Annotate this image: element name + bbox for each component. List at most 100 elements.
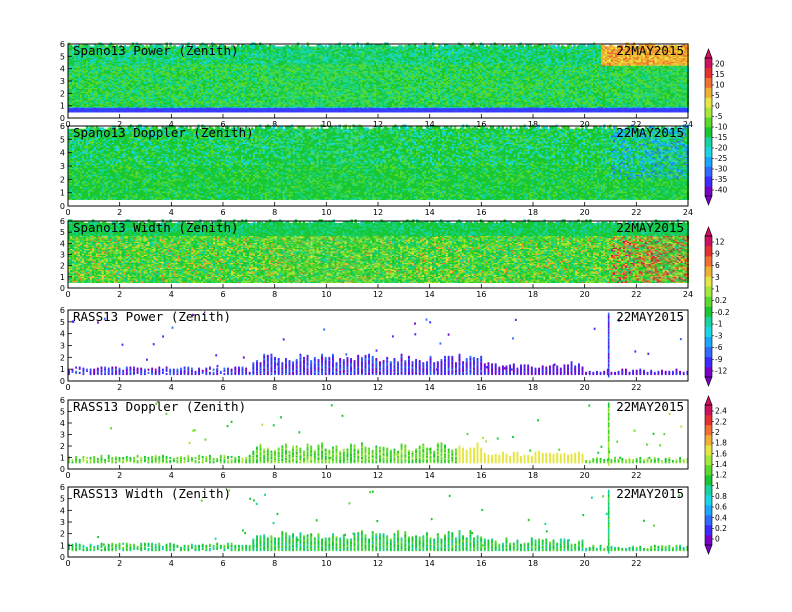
heatmap-cell xyxy=(83,99,87,103)
heatmap-cell xyxy=(72,87,75,91)
heatmap-cell xyxy=(79,106,83,109)
heatmap-cell xyxy=(95,46,99,49)
heatmap-cell xyxy=(109,94,113,97)
heatmap-cell xyxy=(93,61,97,65)
heatmap-cell xyxy=(93,52,97,56)
heatmap-cell xyxy=(109,65,113,69)
heatmap-cell xyxy=(95,93,99,96)
heatmap-cell xyxy=(89,65,93,69)
heatmap-cell xyxy=(119,61,123,65)
heatmap-cell xyxy=(103,93,107,96)
heatmap-cell xyxy=(109,71,113,74)
heatmap-cell xyxy=(77,46,81,49)
heatmap-cell xyxy=(97,93,101,96)
heatmap-cell xyxy=(105,61,109,65)
heatmap-cell xyxy=(68,61,71,65)
heatmap-cell xyxy=(123,93,127,96)
heatmap-cell xyxy=(87,94,91,97)
heatmap-cell xyxy=(74,106,77,109)
heatmap-cell xyxy=(79,86,83,90)
heatmap-cell xyxy=(115,71,119,74)
heatmap-cell xyxy=(117,84,121,87)
heatmap-cell xyxy=(121,46,125,49)
heatmap-cell xyxy=(83,61,87,65)
heatmap-cell xyxy=(85,87,89,91)
heatmap-cell xyxy=(113,61,117,65)
heatmap-cell xyxy=(121,72,125,75)
heatmap-cell xyxy=(99,77,103,81)
heatmap-cell xyxy=(93,43,97,47)
heatmap-cell xyxy=(101,61,105,65)
heatmap-cell xyxy=(115,52,119,56)
heatmap-cell xyxy=(77,99,81,103)
heatmap-cell xyxy=(81,61,85,65)
heatmap-cell xyxy=(87,99,91,103)
heatmap-cell xyxy=(119,72,123,75)
heatmap-cell xyxy=(103,99,107,103)
heatmap-cell xyxy=(95,77,99,81)
heatmap-cell xyxy=(77,106,81,109)
heatmap-cell xyxy=(68,93,71,96)
heatmap-cell xyxy=(70,72,73,75)
heatmap-cell xyxy=(97,77,101,81)
heatmap-cell xyxy=(76,93,79,96)
heatmap-cell xyxy=(95,87,99,91)
heatmap-cell xyxy=(107,106,111,109)
heatmap-cell xyxy=(101,93,105,96)
heatmap-cell xyxy=(72,65,75,69)
heatmap-cell xyxy=(121,84,125,87)
heatmap-cell xyxy=(74,94,77,97)
heatmap-cell xyxy=(99,84,103,87)
heatmap-cell xyxy=(113,100,117,104)
heatmap-cell xyxy=(85,99,89,103)
heatmap-cell xyxy=(109,93,113,96)
heatmap-cell xyxy=(95,84,99,87)
heatmap-cell xyxy=(103,87,107,91)
heatmap-cell xyxy=(95,99,99,103)
heatmap-cell xyxy=(103,94,107,97)
heatmap-cell xyxy=(70,86,73,90)
heatmap-cell xyxy=(107,84,111,87)
heatmap-cell xyxy=(123,78,127,82)
heatmap-cell xyxy=(76,99,79,103)
heatmap-cell xyxy=(76,78,79,82)
heatmap-cell xyxy=(85,43,89,47)
heatmap-cell xyxy=(89,72,93,75)
heatmap-cell xyxy=(83,84,87,87)
heatmap-cell xyxy=(109,106,113,109)
heatmap-cell xyxy=(74,61,77,65)
heatmap-cell xyxy=(81,43,85,47)
heatmap-cell xyxy=(93,94,97,97)
heatmap-cell xyxy=(115,77,119,81)
heatmap-cell xyxy=(70,100,73,104)
heatmap-cell xyxy=(105,93,109,96)
heatmap-cell xyxy=(93,100,97,104)
heatmap-cell xyxy=(121,86,125,90)
heatmap-cell xyxy=(70,99,73,103)
heatmap-cell xyxy=(76,45,79,48)
heatmap-cell xyxy=(109,46,113,49)
heatmap-cell xyxy=(113,99,117,103)
heatmap-cell xyxy=(115,106,119,109)
heatmap-cell xyxy=(70,77,73,81)
heatmap-cell xyxy=(91,46,95,49)
heatmap-cell xyxy=(105,52,109,56)
heatmap-cell xyxy=(85,78,89,82)
heatmap-cell xyxy=(109,61,113,65)
heatmap-cell xyxy=(121,93,125,96)
heatmap-cell xyxy=(76,46,79,49)
heatmap-cell xyxy=(79,72,83,75)
heatmap-cell xyxy=(111,61,115,65)
heatmap-cell xyxy=(117,99,121,103)
heatmap-cell xyxy=(68,77,71,81)
heatmap-cell xyxy=(117,46,121,49)
heatmap-cell xyxy=(109,77,113,81)
heatmap-cell xyxy=(111,78,115,82)
heatmap-cell xyxy=(72,78,75,82)
heatmap-cell xyxy=(93,93,97,96)
heatmap-cell xyxy=(123,87,127,91)
heatmap-cell xyxy=(91,71,95,74)
